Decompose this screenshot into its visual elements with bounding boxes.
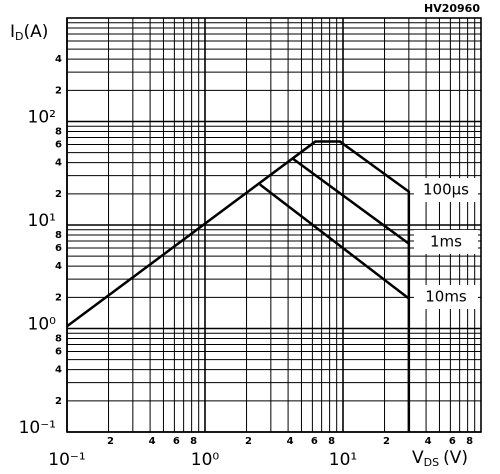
code-label: HV20960 bbox=[424, 2, 480, 15]
x-tick-label: 10¹ bbox=[329, 450, 357, 470]
x-tick-label: 8 bbox=[190, 436, 197, 447]
y-tick-label: 2 bbox=[55, 189, 62, 200]
x-tick-label: 10⁰ bbox=[191, 450, 220, 470]
x-tick-label: 6 bbox=[173, 436, 180, 447]
series-line bbox=[259, 183, 410, 300]
label-background bbox=[414, 178, 478, 202]
y-tick-label: 10² bbox=[28, 108, 56, 128]
x-tick-label: 10⁻¹ bbox=[48, 450, 85, 470]
y-tick-label: 8 bbox=[55, 127, 62, 138]
y-tick-label: 6 bbox=[55, 139, 62, 150]
y-tick-label: 2 bbox=[55, 85, 62, 96]
x-tick-label: 4 bbox=[287, 436, 294, 447]
x-tick-label: 4 bbox=[149, 436, 156, 447]
series-label: 1ms bbox=[430, 233, 462, 251]
series-label: 10ms bbox=[425, 288, 467, 306]
y-tick-label: 2 bbox=[55, 396, 62, 407]
y-axis-label: ID(A) bbox=[10, 22, 48, 43]
x-tick-label: 2 bbox=[383, 436, 390, 447]
x-tick-label: 6 bbox=[449, 436, 456, 447]
y-tick-label: 10⁻¹ bbox=[19, 418, 56, 438]
y-tick-label: 10⁰ bbox=[28, 315, 57, 335]
y-tick-label: 6 bbox=[55, 243, 62, 254]
x-axis-label: VDS (V) bbox=[412, 448, 468, 469]
y-tick-label: 4 bbox=[55, 261, 62, 272]
series-line bbox=[291, 157, 410, 245]
y-tick-label: 4 bbox=[55, 54, 62, 65]
y-tick-label: 8 bbox=[55, 230, 62, 241]
y-tick-label: 4 bbox=[55, 365, 62, 376]
y-tick-label: 2 bbox=[55, 292, 62, 303]
label-background bbox=[414, 285, 478, 309]
y-tick-label: 6 bbox=[55, 346, 62, 357]
label-background bbox=[414, 230, 478, 254]
y-tick-label: 8 bbox=[55, 334, 62, 345]
x-tick-label: 8 bbox=[328, 436, 335, 447]
x-tick-label: 4 bbox=[425, 436, 432, 447]
series-line bbox=[66, 140, 411, 432]
plot-frame bbox=[66, 17, 482, 433]
x-tick-label: 2 bbox=[107, 436, 114, 447]
x-tick-label: 2 bbox=[245, 436, 252, 447]
x-tick-label: 8 bbox=[466, 436, 473, 447]
x-tick-label: 6 bbox=[311, 436, 318, 447]
series-label: 100μs bbox=[423, 181, 469, 199]
y-tick-label: 4 bbox=[55, 158, 62, 169]
y-tick-label: 10¹ bbox=[28, 211, 56, 231]
